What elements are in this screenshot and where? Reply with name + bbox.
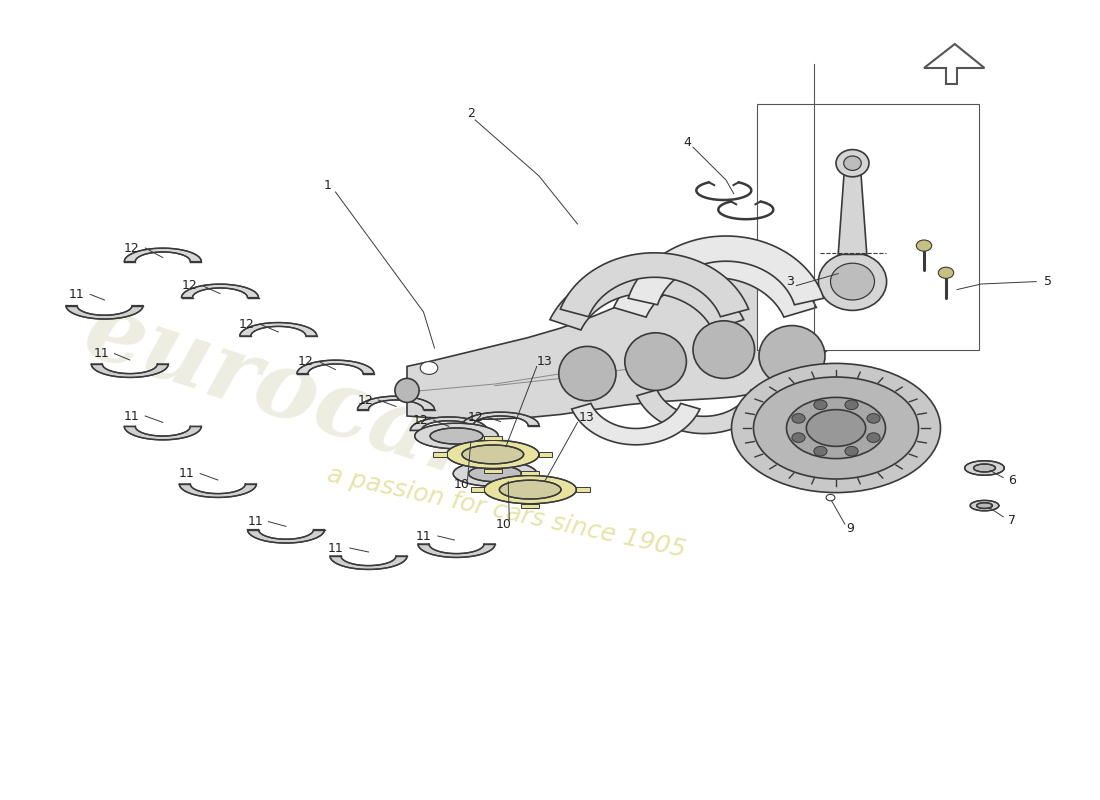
Polygon shape [484, 475, 576, 504]
Polygon shape [965, 461, 1004, 475]
Circle shape [826, 494, 835, 501]
Polygon shape [471, 487, 484, 492]
Polygon shape [66, 306, 143, 319]
Polygon shape [521, 504, 539, 508]
Polygon shape [453, 461, 537, 486]
Text: 9: 9 [846, 522, 855, 534]
Circle shape [867, 414, 880, 423]
Circle shape [867, 433, 880, 442]
Polygon shape [499, 480, 561, 499]
Ellipse shape [754, 377, 918, 479]
Text: 11: 11 [179, 467, 195, 480]
Text: 12: 12 [182, 279, 197, 292]
Polygon shape [330, 556, 407, 570]
Polygon shape [628, 236, 824, 305]
Text: 11: 11 [248, 515, 263, 528]
Text: 10: 10 [454, 478, 470, 490]
Ellipse shape [806, 410, 866, 446]
Ellipse shape [732, 363, 940, 493]
Text: 13: 13 [579, 411, 594, 424]
Polygon shape [447, 440, 539, 469]
Polygon shape [977, 502, 992, 509]
Ellipse shape [759, 326, 825, 386]
Text: 11: 11 [328, 542, 343, 554]
Polygon shape [410, 417, 487, 430]
Ellipse shape [786, 398, 886, 458]
Ellipse shape [625, 333, 686, 390]
Polygon shape [838, 163, 867, 254]
Polygon shape [358, 396, 434, 410]
Ellipse shape [395, 378, 419, 402]
Text: 12: 12 [412, 414, 428, 426]
Text: 10: 10 [496, 518, 512, 530]
Ellipse shape [693, 321, 755, 378]
Text: 12: 12 [358, 394, 373, 406]
Polygon shape [521, 471, 539, 475]
Text: eurocars: eurocars [74, 286, 542, 514]
Text: 4: 4 [683, 136, 692, 149]
Polygon shape [637, 390, 771, 434]
Polygon shape [124, 426, 201, 440]
Polygon shape [970, 501, 999, 510]
Polygon shape [484, 436, 502, 440]
Circle shape [814, 446, 827, 456]
Text: 1: 1 [323, 179, 332, 192]
Polygon shape [550, 266, 744, 330]
Text: 11: 11 [94, 347, 109, 360]
Polygon shape [539, 452, 552, 457]
Circle shape [792, 414, 805, 423]
Polygon shape [91, 364, 168, 378]
Circle shape [938, 267, 954, 278]
Bar [757, 104, 979, 350]
Text: 5: 5 [1044, 275, 1053, 288]
Polygon shape [415, 423, 498, 449]
Circle shape [916, 240, 932, 251]
Polygon shape [124, 248, 201, 262]
Text: 13: 13 [537, 355, 552, 368]
Ellipse shape [844, 156, 861, 170]
Circle shape [420, 362, 438, 374]
Polygon shape [433, 452, 447, 457]
Polygon shape [240, 322, 317, 336]
Circle shape [845, 400, 858, 410]
Text: 11: 11 [416, 530, 431, 542]
Polygon shape [407, 256, 836, 419]
Polygon shape [484, 469, 502, 473]
Text: 12: 12 [239, 318, 254, 330]
Ellipse shape [818, 253, 887, 310]
Text: 3: 3 [785, 275, 794, 288]
Text: 2: 2 [466, 107, 475, 120]
Polygon shape [560, 253, 749, 317]
Text: 11: 11 [124, 410, 140, 422]
Polygon shape [430, 428, 483, 444]
Polygon shape [974, 464, 996, 472]
Text: 7: 7 [1008, 514, 1016, 526]
Text: 12: 12 [468, 411, 483, 424]
Polygon shape [182, 284, 258, 298]
Polygon shape [462, 412, 539, 426]
Polygon shape [248, 530, 324, 543]
Text: 12: 12 [298, 355, 314, 368]
Text: 11: 11 [69, 288, 85, 301]
Text: 6: 6 [1008, 474, 1016, 486]
Polygon shape [469, 466, 521, 482]
Polygon shape [614, 250, 816, 317]
Text: 12: 12 [124, 242, 140, 254]
Polygon shape [572, 403, 700, 445]
Ellipse shape [830, 263, 874, 300]
Polygon shape [179, 484, 256, 498]
Circle shape [792, 433, 805, 442]
Circle shape [845, 446, 858, 456]
Polygon shape [924, 44, 984, 84]
Polygon shape [418, 544, 495, 558]
Ellipse shape [559, 346, 616, 401]
Polygon shape [576, 487, 590, 492]
Text: a passion for cars since 1905: a passion for cars since 1905 [324, 462, 688, 562]
Polygon shape [462, 445, 524, 464]
Ellipse shape [836, 150, 869, 177]
Polygon shape [297, 360, 374, 374]
Circle shape [814, 400, 827, 410]
